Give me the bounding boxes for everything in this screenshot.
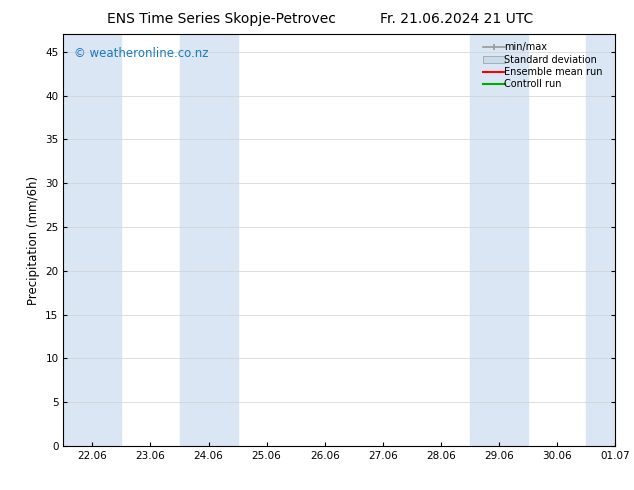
Bar xyxy=(470,34,528,446)
Bar xyxy=(179,34,238,446)
Text: © weatheronline.co.nz: © weatheronline.co.nz xyxy=(74,47,209,60)
Legend: min/max, Standard deviation, Ensemble mean run, Controll run: min/max, Standard deviation, Ensemble me… xyxy=(479,38,611,93)
Text: Fr. 21.06.2024 21 UTC: Fr. 21.06.2024 21 UTC xyxy=(380,12,533,26)
Bar xyxy=(63,34,122,446)
Bar xyxy=(586,34,615,446)
Text: ENS Time Series Skopje-Petrovec: ENS Time Series Skopje-Petrovec xyxy=(107,12,337,26)
Y-axis label: Precipitation (mm/6h): Precipitation (mm/6h) xyxy=(27,175,40,305)
